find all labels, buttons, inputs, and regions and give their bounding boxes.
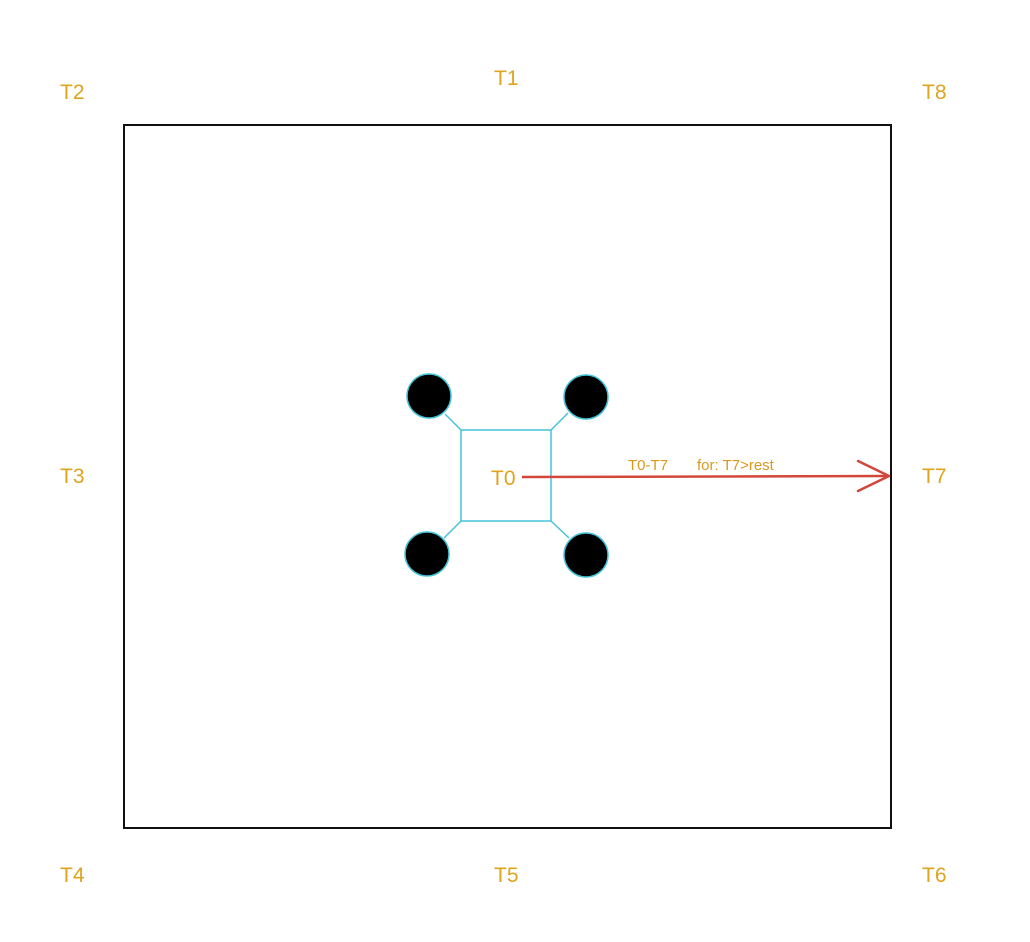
rotor-top-right	[563, 374, 609, 420]
drone-arm-top-right	[550, 412, 569, 431]
label-t8: T8	[922, 81, 947, 104]
rotor-top-left	[406, 373, 452, 419]
drone-frame	[460, 429, 552, 522]
label-t4: T4	[60, 864, 85, 887]
label-t6: T6	[922, 864, 947, 887]
label-t7: T7	[922, 465, 947, 488]
arrow-shaft	[521, 474, 888, 479]
label-t0: T0	[491, 467, 516, 490]
label-t1: T1	[494, 67, 519, 90]
direction-arrow	[521, 459, 891, 493]
drone	[404, 373, 609, 578]
arrow-head	[856, 459, 891, 493]
rotor-bottom-left	[404, 531, 450, 577]
drone-arm-bottom-right	[550, 520, 570, 539]
label-t3: T3	[60, 465, 85, 488]
drone-arm-bottom-left	[443, 520, 462, 539]
arrow-range-label: T0-T7	[628, 457, 668, 474]
area-boundary	[123, 124, 892, 829]
rotor-bottom-right	[563, 532, 609, 578]
drone-arm-top-left	[444, 413, 462, 431]
label-t5: T5	[494, 864, 519, 887]
arrow-condition-label: for: T7>rest	[697, 457, 775, 474]
label-t2: T2	[60, 81, 85, 104]
